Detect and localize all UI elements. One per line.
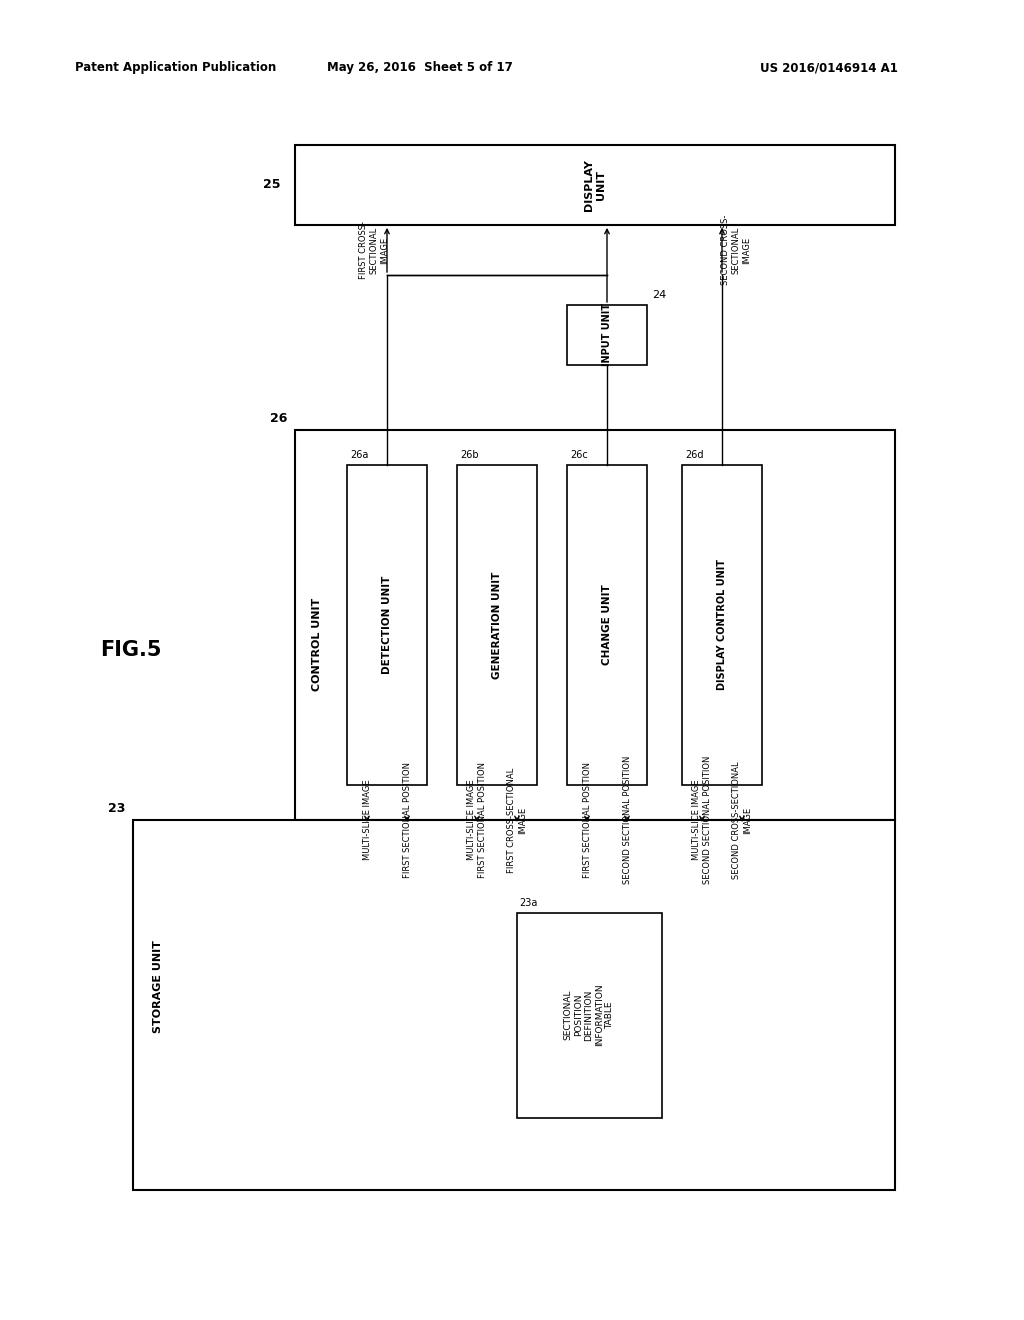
- Text: MULTI-SLICE IMAGE
FIRST SECTIONAL POSITION: MULTI-SLICE IMAGE FIRST SECTIONAL POSITI…: [467, 762, 486, 878]
- Bar: [567, 465, 647, 785]
- Text: FIRST CROSS-
SECTIONAL
IMAGE: FIRST CROSS- SECTIONAL IMAGE: [359, 220, 389, 279]
- Text: SECOND CROSS-
SECTIONAL
IMAGE: SECOND CROSS- SECTIONAL IMAGE: [721, 215, 751, 285]
- Bar: [682, 465, 762, 785]
- Text: INPUT UNIT: INPUT UNIT: [602, 304, 612, 367]
- Text: FIRST CROSS-SECTIONAL
IMAGE: FIRST CROSS-SECTIONAL IMAGE: [507, 767, 526, 873]
- Text: CONTROL UNIT: CONTROL UNIT: [312, 598, 322, 692]
- Text: 23a: 23a: [519, 898, 538, 908]
- Text: MULTI-SLICE IMAGE: MULTI-SLICE IMAGE: [362, 780, 372, 861]
- Text: DISPLAY CONTROL UNIT: DISPLAY CONTROL UNIT: [717, 560, 727, 690]
- Bar: [347, 465, 427, 785]
- Text: FIRST SECTIONAL POSITION: FIRST SECTIONAL POSITION: [402, 762, 412, 878]
- Text: FIRST SECTIONAL POSITION: FIRST SECTIONAL POSITION: [583, 762, 592, 878]
- Text: SECTIONAL
POSITION
DEFINITION
INFORMATION
TABLE: SECTIONAL POSITION DEFINITION INFORMATIO…: [563, 983, 614, 1047]
- Text: CHANGE UNIT: CHANGE UNIT: [602, 585, 612, 665]
- Text: STORAGE UNIT: STORAGE UNIT: [153, 940, 163, 1034]
- Text: US 2016/0146914 A1: US 2016/0146914 A1: [760, 62, 898, 74]
- Text: 26a: 26a: [350, 450, 369, 459]
- Text: GENERATION UNIT: GENERATION UNIT: [492, 572, 502, 678]
- Bar: [516, 912, 662, 1118]
- Text: 26c: 26c: [570, 450, 588, 459]
- Text: Patent Application Publication: Patent Application Publication: [75, 62, 276, 74]
- Text: 23: 23: [108, 803, 125, 814]
- Text: DETECTION UNIT: DETECTION UNIT: [382, 576, 392, 675]
- Bar: [567, 305, 647, 366]
- Bar: [295, 430, 895, 820]
- Text: 26b: 26b: [460, 450, 478, 459]
- Text: 24: 24: [652, 290, 667, 300]
- Text: FIG.5: FIG.5: [100, 640, 162, 660]
- Text: May 26, 2016  Sheet 5 of 17: May 26, 2016 Sheet 5 of 17: [327, 62, 513, 74]
- Bar: [295, 145, 895, 224]
- Text: DISPLAY
UNIT: DISPLAY UNIT: [585, 160, 606, 211]
- Text: 26: 26: [269, 412, 287, 425]
- Text: SECOND SECTIONAL POSITION: SECOND SECTIONAL POSITION: [623, 756, 632, 884]
- Bar: [133, 820, 895, 1191]
- Text: MULTI-SLICE IMAGE
SECOND SECTIONAL POSITION: MULTI-SLICE IMAGE SECOND SECTIONAL POSIT…: [692, 756, 712, 884]
- Text: 26d: 26d: [685, 450, 703, 459]
- Bar: [457, 465, 537, 785]
- Text: 25: 25: [262, 178, 280, 191]
- Text: SECOND CROSS-SECTIONAL
IMAGE: SECOND CROSS-SECTIONAL IMAGE: [732, 762, 752, 879]
